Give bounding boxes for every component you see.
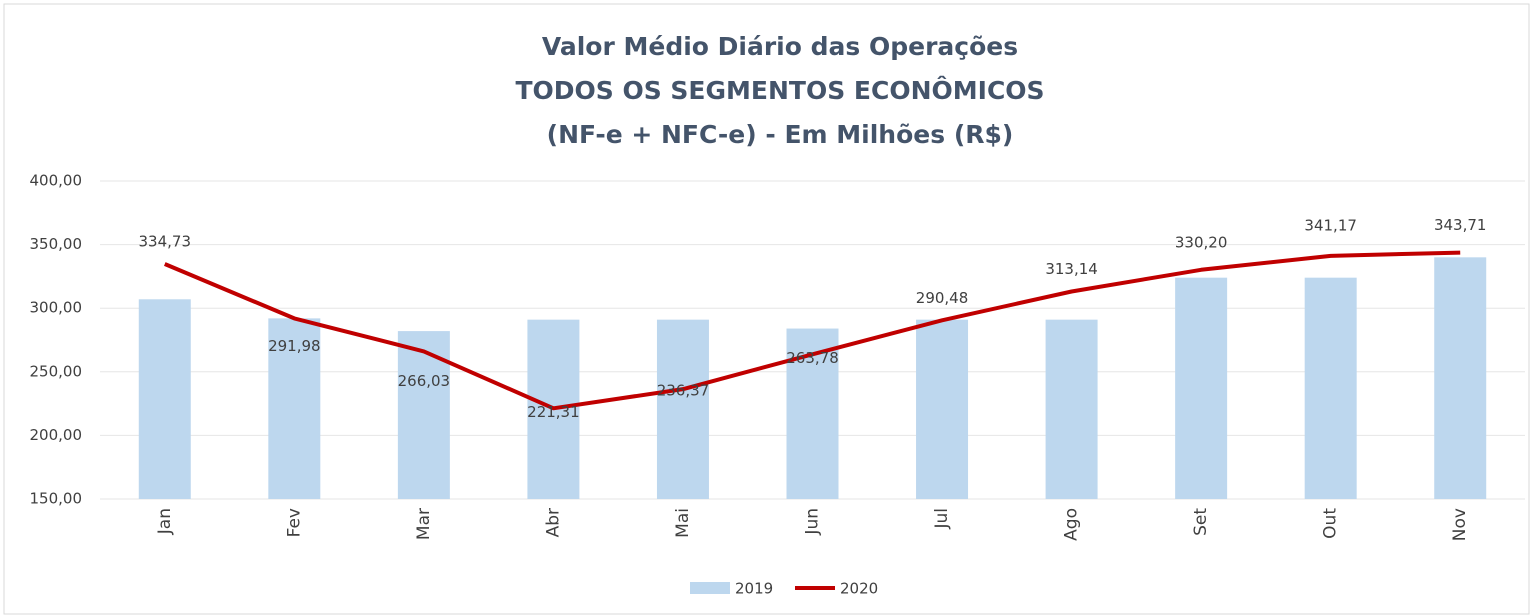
bar bbox=[656, 319, 709, 499]
x-tick-label: Abr bbox=[543, 508, 563, 537]
data-label: 313,14 bbox=[1045, 260, 1098, 278]
y-tick-label: 250,00 bbox=[30, 362, 83, 380]
legend-swatch bbox=[690, 582, 730, 594]
data-label: 341,17 bbox=[1304, 216, 1357, 234]
y-tick-label: 300,00 bbox=[30, 299, 83, 317]
chart-title: Valor Médio Diário das Operações bbox=[542, 32, 1018, 61]
data-label: 334,73 bbox=[139, 233, 192, 251]
x-tick-label: Fev bbox=[284, 508, 304, 537]
y-tick-label: 400,00 bbox=[30, 172, 83, 190]
line bbox=[163, 250, 1461, 411]
chart-title: (NF-e + NFC-e) - Em Milhões (R$) bbox=[547, 120, 1014, 149]
y-tick-label: 200,00 bbox=[30, 426, 83, 444]
x-tick-label: Ago bbox=[1062, 508, 1082, 541]
x-tick-label: Jul bbox=[932, 508, 952, 530]
chart-title: TODOS OS SEGMENTOS ECONÔMICOS bbox=[515, 75, 1044, 105]
bar bbox=[1045, 319, 1098, 499]
data-label: 343,71 bbox=[1434, 216, 1487, 234]
x-tick-label: Jan bbox=[155, 508, 175, 535]
x-tick-label: Mar bbox=[414, 508, 434, 540]
bar bbox=[268, 318, 321, 499]
data-label: 221,31 bbox=[527, 403, 580, 421]
y-tick-label: 350,00 bbox=[30, 235, 83, 253]
bar bbox=[1434, 257, 1487, 499]
chart-border bbox=[3, 3, 1530, 615]
x-tick-label: Nov bbox=[1450, 508, 1470, 541]
data-label: 236,37 bbox=[657, 382, 710, 400]
x-tick-label: Jun bbox=[803, 508, 823, 536]
bar bbox=[916, 319, 969, 499]
legend-label: 2020 bbox=[840, 580, 878, 598]
data-label: 290,48 bbox=[916, 289, 969, 307]
data-label: 330,20 bbox=[1175, 233, 1228, 251]
bar bbox=[138, 299, 191, 499]
bar bbox=[1175, 277, 1228, 499]
data-label: 291,98 bbox=[268, 337, 321, 355]
legend-label: 2019 bbox=[735, 580, 773, 598]
bar bbox=[397, 331, 450, 499]
data-label: 263,78 bbox=[786, 349, 839, 367]
x-tick-label: Set bbox=[1191, 508, 1211, 536]
y-tick-label: 150,00 bbox=[30, 490, 83, 508]
x-tick-label: Mai bbox=[673, 508, 693, 538]
bar bbox=[1304, 277, 1357, 499]
x-tick-label: Out bbox=[1321, 508, 1341, 539]
data-label: 266,03 bbox=[398, 372, 451, 390]
